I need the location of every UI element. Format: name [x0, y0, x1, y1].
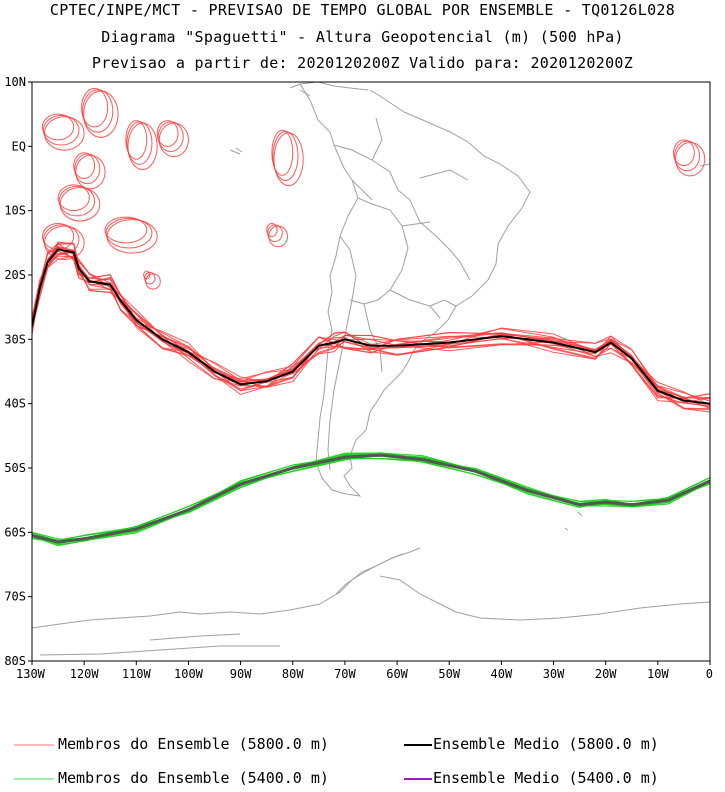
member-line-5800	[32, 249, 710, 408]
member-contour-5800	[273, 132, 304, 187]
member-contour-5800	[268, 225, 289, 248]
chart-subtitle: Diagrama "Spaguetti" - Altura Geopotenci…	[101, 28, 624, 46]
member-line-5800	[32, 250, 710, 400]
antarctica-coast	[32, 547, 710, 629]
lon-tick-label: 30W	[543, 667, 565, 681]
lon-tick-label: 70W	[334, 667, 356, 681]
lat-tick-label: 50S	[4, 461, 26, 475]
member-contour-5800	[74, 153, 101, 185]
member-contour-5800	[44, 225, 85, 261]
member-contour-5800	[675, 141, 706, 177]
south-america-coast	[289, 82, 531, 497]
member-contour-5800	[267, 224, 283, 243]
lon-tick-label: 90W	[230, 667, 252, 681]
member-contour-5800	[126, 121, 153, 165]
lon-tick-label: 40W	[491, 667, 513, 681]
member-line-5800	[32, 255, 710, 406]
member-contour-5800	[59, 187, 101, 222]
member-line-5800	[32, 251, 710, 409]
member-line-5400	[32, 452, 710, 541]
mean-line-5400	[32, 453, 710, 544]
member-contour-5800	[58, 185, 96, 217]
member-line-5800	[32, 245, 710, 399]
lon-tick-label: 20W	[595, 667, 617, 681]
member-contour-5800	[125, 120, 148, 160]
south-america-north-coast	[317, 82, 369, 91]
lat-tick-label: EQ	[12, 139, 26, 153]
lon-tick-label: 80W	[282, 667, 304, 681]
member-contour-5800	[73, 152, 96, 179]
lon-tick-label: 120W	[70, 667, 100, 681]
member-contour-5800	[42, 224, 80, 255]
member-contour-5800	[266, 223, 278, 237]
member-contour-5800	[83, 90, 119, 138]
lon-tick-label: 60W	[386, 667, 408, 681]
longitude-axis: 130W 120W 110W 100W 90W 80W 70W 60W 50W 40W 30W 20W…	[16, 661, 713, 681]
lon-tick-label: 0	[706, 667, 713, 681]
member-contour-5800	[145, 273, 161, 290]
forecast-validity: Previsao a partir de: 2020120200Z Valido…	[91, 54, 634, 72]
plot-frame	[31, 81, 711, 662]
member-contour-5800	[158, 122, 189, 158]
antarctic-peninsula	[335, 553, 403, 595]
member-contour-5800	[75, 154, 106, 190]
member-contour-5800	[144, 271, 156, 285]
lat-tick-label: 20S	[4, 268, 26, 282]
legend-label-mean-5800: Ensemble Medio (5800.0 m)	[433, 735, 659, 753]
member-contour-5800	[157, 121, 184, 152]
south-georgia	[564, 511, 583, 531]
latitude-axis: 10N EQ 10S 20S 30S 40S 50S 60S 70S 80S	[4, 75, 32, 668]
plot-area	[32, 82, 710, 656]
member-contour-5800	[127, 122, 158, 170]
mean-line-5800	[32, 248, 710, 405]
member-contour-5800	[82, 89, 114, 133]
antarctic-inner	[39, 633, 280, 656]
africa-west-coast	[699, 163, 710, 167]
member-line-5800	[32, 246, 710, 406]
member-contour-5800	[104, 216, 148, 244]
member-line-5800	[32, 246, 710, 404]
member-contour-5800	[44, 116, 85, 151]
lon-tick-label: 100W	[174, 667, 204, 681]
member-contour-5800	[42, 114, 80, 146]
member-contour-5800	[156, 120, 179, 147]
lon-tick-label: 50W	[438, 667, 460, 681]
member-line-5800	[32, 242, 710, 410]
member-contour-5800	[81, 87, 109, 128]
legend-label-mean-5400: Ensemble Medio (5400.0 m)	[433, 769, 659, 787]
lon-tick-label: 130W	[16, 667, 46, 681]
member-contour-5800	[674, 140, 701, 172]
lat-tick-label: 80S	[4, 654, 26, 668]
lat-tick-label: 60S	[4, 525, 26, 539]
lon-tick-label: 110W	[122, 667, 152, 681]
member-line-5800	[32, 242, 710, 413]
member-contour-5800	[57, 184, 90, 212]
member-contour-5800	[105, 217, 153, 249]
country-borders	[327, 117, 471, 471]
member-contour-5800	[672, 139, 695, 167]
lat-tick-label: 40S	[4, 397, 26, 411]
member-contour-5800	[272, 131, 299, 181]
lat-tick-label: 10S	[4, 204, 26, 218]
member-contour-5800	[106, 219, 158, 254]
member-line-5400	[32, 452, 710, 540]
caribbean-islands	[229, 89, 311, 155]
member-line-5800	[32, 250, 710, 398]
member-contour-5800	[271, 129, 294, 176]
legend-label-members-5800: Membros do Ensemble (5800.0 m)	[58, 735, 329, 753]
member-line-5800	[32, 241, 710, 410]
legend-label-members-5400: Membros do Ensemble (5400.0 m)	[58, 769, 329, 787]
lat-tick-label: 10N	[4, 75, 26, 89]
lon-tick-label: 10W	[647, 667, 669, 681]
member-line-5800	[32, 250, 710, 409]
coastlines	[32, 82, 710, 656]
member-contour-5800	[41, 113, 75, 141]
chart-title: CPTEC/INPE/MCT - PREVISAO DE TEMPO GLOBA…	[49, 1, 676, 19]
ensemble-mean-lines	[32, 248, 710, 544]
member-line-5800	[32, 255, 710, 402]
lat-tick-label: 30S	[4, 332, 26, 346]
lat-tick-label: 70S	[4, 590, 26, 604]
